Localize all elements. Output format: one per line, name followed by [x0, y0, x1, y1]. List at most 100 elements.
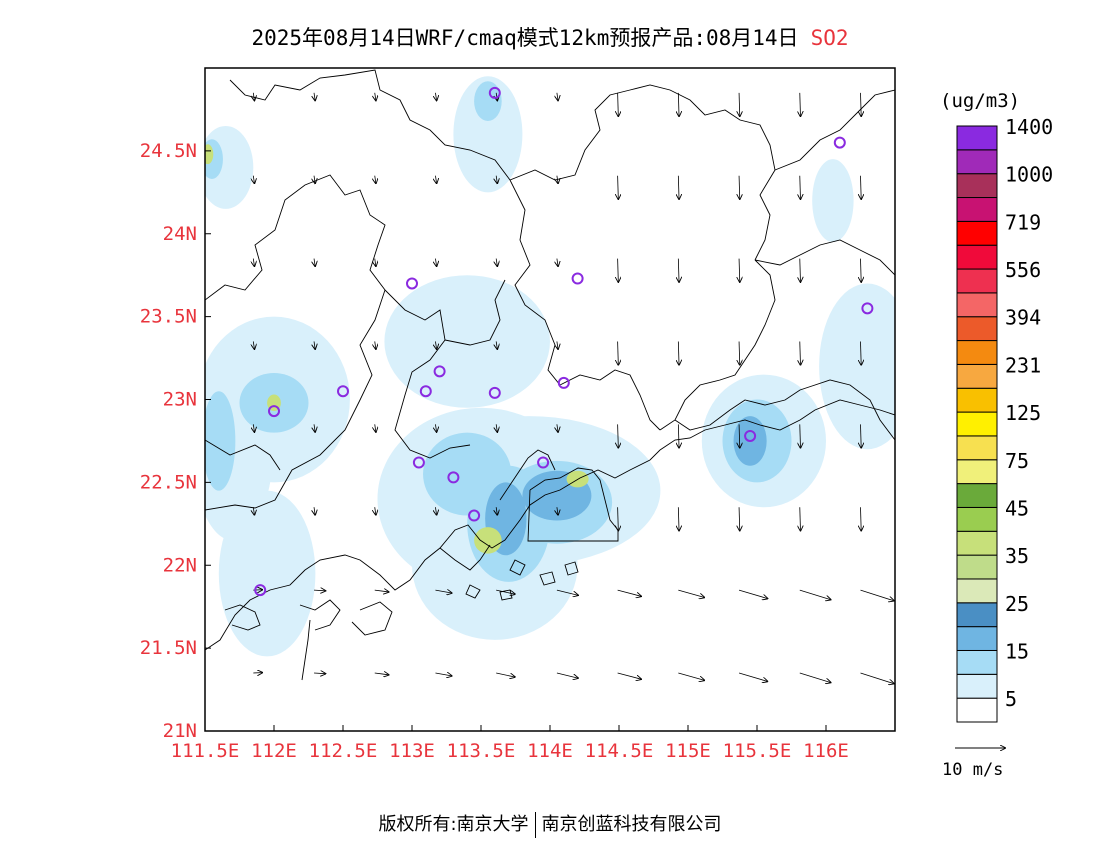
wind-arrow: [800, 175, 801, 199]
y-tick-label: 21.5N: [140, 637, 197, 659]
station-marker: [254, 584, 267, 597]
chart-title-species: SO2: [810, 26, 849, 50]
wind-arrow: [557, 258, 558, 266]
colorbar-swatch: [956, 649, 998, 675]
y-tick-label: 22.5N: [140, 471, 197, 493]
wind-arrow: [618, 424, 619, 447]
so2-patch-level-2: [205, 391, 236, 491]
y-axis: 24.5N 24N 23.5N 23N 22.5N 22N 21.5N 21N: [140, 140, 211, 742]
monitoring-stations: [254, 86, 874, 597]
wind-arrow: [556, 589, 578, 595]
colorbar-swatch: [956, 602, 998, 628]
wind-arrow: [253, 341, 254, 348]
colorbar-swatch: [956, 506, 998, 532]
wind-arrow: [739, 507, 740, 530]
wind-arrow: [435, 424, 436, 431]
wind-arrow: [375, 258, 376, 266]
wind-arrow: [618, 341, 619, 364]
station-marker: [406, 277, 418, 290]
so2-patch-level-1: [218, 490, 316, 657]
wind-arrow: [861, 258, 862, 282]
wind-arrow: [678, 341, 679, 364]
wind-arrow: [678, 175, 679, 199]
colorbar-label: 556: [1005, 258, 1041, 282]
station-marker: [433, 365, 446, 378]
colorbar-swatch: [956, 411, 998, 437]
station-marker: [861, 302, 874, 315]
colorbar-label: 75: [1005, 449, 1029, 473]
colorbar-swatch: [956, 149, 998, 175]
copyright-separator: [534, 812, 536, 838]
colorbar-swatch: [956, 220, 998, 246]
wind-arrow: [496, 341, 497, 348]
wind-arrow: [314, 258, 315, 266]
wind-arrow: [739, 92, 740, 116]
wind-arrow: [496, 589, 515, 594]
station-marker: [571, 272, 584, 285]
colorbar-label: 45: [1005, 496, 1029, 520]
wind-arrow: [496, 258, 497, 266]
so2-patch-level-4: [205, 144, 214, 165]
x-tick-label: 116E: [803, 740, 849, 762]
colorbar-label: 1400: [1005, 115, 1053, 139]
so2-patch-level-2: [474, 81, 502, 122]
colorbar-label: 15: [1005, 639, 1029, 663]
wind-arrow: [678, 507, 679, 530]
colorbar-label: 125: [1005, 401, 1041, 425]
colorbar-unit-label: (ug/m3): [940, 90, 1021, 112]
wind-arrow: [314, 424, 315, 431]
station-marker: [488, 386, 501, 399]
wind-arrow: [435, 258, 436, 266]
wind-arrow: [861, 175, 862, 199]
wind-arrow: [374, 673, 389, 675]
so2-patch-level-1: [453, 76, 523, 193]
wind-arrow: [739, 258, 740, 282]
x-tick-label: 115.5E: [723, 740, 792, 762]
colorbar-swatch: [956, 697, 998, 723]
wind-arrow: [313, 590, 325, 591]
wind-arrow: [738, 589, 767, 598]
x-tick-label: 111.5E: [171, 740, 240, 762]
wind-arrow: [253, 424, 254, 431]
colorbar-swatch: [956, 435, 998, 461]
wind-arrow: [861, 424, 862, 447]
wind-arrow: [617, 672, 641, 679]
colorbar-swatch: [956, 197, 998, 222]
wind-arrow: [435, 341, 436, 348]
wind-arrow: [375, 507, 376, 514]
wind-arrow: [253, 92, 254, 100]
x-tick-label: 112E: [251, 740, 297, 762]
wind-arrow: [678, 424, 679, 447]
station-marker: [412, 456, 425, 469]
wind-arrow: [800, 341, 801, 364]
wind-arrow: [618, 507, 619, 530]
wind-arrow: [861, 92, 862, 116]
colorbar-label: 394: [1005, 306, 1041, 330]
colorbar-label: 25: [1005, 592, 1029, 616]
colorbar-label: 231: [1005, 353, 1041, 377]
wind-arrow: [314, 92, 315, 100]
chart-title: 2025年08月14日WRF/cmaq模式12km预报产品:08月14日 SO2: [0, 22, 1100, 52]
wind-arrow: [861, 507, 862, 530]
chart-title-main: 2025年08月14日WRF/cmaq模式12km预报产品:08月14日: [251, 26, 799, 50]
wind-arrow: [618, 92, 619, 116]
station-marker: [744, 429, 757, 442]
wind-arrow: [374, 590, 389, 592]
colorbar: 5 15 25 35 45 75 125 231 394 556 719 1000 1400: [956, 115, 1053, 723]
station-marker: [419, 385, 432, 398]
wind-arrow: [557, 424, 558, 431]
x-tick-label: 112.5E: [309, 740, 378, 762]
colorbar-swatch: [956, 316, 998, 342]
colorbar-swatch: [956, 363, 998, 389]
station-marker: [833, 136, 846, 149]
colorbar-swatch: [956, 125, 998, 151]
x-tick-label: 114.5E: [585, 740, 654, 762]
coastline-and-borders: [205, 69, 895, 681]
colorbar-swatch: [956, 626, 998, 651]
x-tick-label: 113E: [389, 740, 435, 762]
wind-arrow: [496, 424, 497, 431]
wind-arrow: [496, 175, 497, 183]
colorbar-swatch: [956, 459, 998, 485]
wind-arrow: [618, 175, 619, 199]
copyright-left: 版权所有:南京大学: [378, 814, 529, 835]
